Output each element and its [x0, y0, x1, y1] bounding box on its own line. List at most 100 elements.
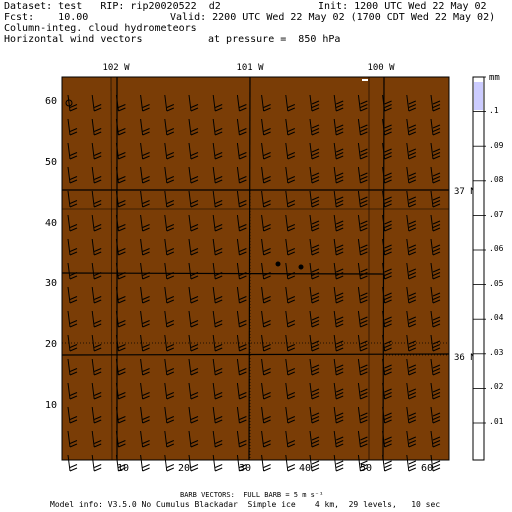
barb-shaft — [430, 166, 434, 184]
barb-shaft — [212, 142, 216, 160]
barb-flag — [190, 368, 199, 372]
barb-flag — [263, 395, 271, 400]
barb-flag — [384, 316, 392, 321]
barb-flag — [384, 251, 392, 256]
barb-flag — [263, 227, 271, 232]
barb-shaft — [212, 262, 216, 280]
field-title: Column-integ. cloud hydrometeors — [4, 23, 197, 34]
wind-barb — [212, 214, 223, 232]
x-tick-label: 40 — [299, 463, 311, 474]
barb-flag — [311, 104, 320, 108]
barb-shaft — [188, 190, 192, 208]
barb-flag — [408, 100, 416, 105]
barb-flag — [360, 320, 368, 324]
barb-shaft — [67, 262, 71, 280]
barb-flag — [142, 107, 150, 112]
wind-barb — [140, 214, 150, 232]
barb-flag — [408, 388, 416, 393]
barb-shaft — [164, 286, 168, 304]
barb-flag — [360, 443, 368, 448]
barb-flag — [118, 179, 126, 184]
barb-flag — [94, 155, 102, 160]
pressure-label: at pressure = 850 hPa — [208, 34, 341, 45]
barb-shaft — [212, 358, 216, 376]
wind-barb — [357, 118, 368, 136]
barb-flag — [384, 299, 392, 304]
barb-flag — [311, 131, 320, 136]
barb-shaft — [333, 262, 337, 280]
barb-flag — [408, 248, 416, 252]
barb-flag — [336, 440, 344, 444]
model-info: Model info: V3.5.0 No Cumulus Blackadar … — [50, 500, 441, 509]
barb-shaft — [188, 262, 192, 280]
barb-flag — [263, 344, 271, 348]
barb-shaft — [67, 286, 71, 304]
barb-shaft — [91, 454, 95, 472]
barb-flag — [239, 368, 247, 372]
barb-flag — [142, 275, 150, 280]
barb-shaft — [309, 238, 313, 256]
barb-flag — [360, 299, 368, 304]
barb-flag — [311, 323, 320, 328]
barb-flag — [166, 344, 174, 348]
barb-flag — [384, 172, 392, 177]
barb-flag — [432, 364, 441, 369]
barb-flag — [239, 323, 247, 328]
barb-shaft — [67, 406, 71, 424]
barb-flag — [94, 440, 102, 444]
barb-flag — [239, 443, 247, 448]
barb-flag — [142, 203, 150, 208]
barb-flag — [94, 179, 102, 184]
barb-flag — [239, 275, 247, 280]
barb-shaft — [406, 454, 410, 472]
barb-shaft — [406, 286, 410, 304]
wind-barb — [67, 406, 78, 424]
barb-flag — [432, 244, 441, 249]
barb-flag — [142, 368, 150, 372]
barb-shaft — [164, 238, 168, 256]
barb-flag — [190, 251, 199, 256]
barb-shaft — [140, 310, 144, 328]
barb-shaft — [140, 334, 144, 352]
barb-flag — [311, 124, 320, 129]
barb-flag — [166, 323, 174, 328]
barb-flag — [166, 128, 174, 132]
barb-flag — [360, 248, 368, 252]
barb-flag — [336, 419, 344, 424]
barb-shaft — [140, 406, 144, 424]
wind-barb — [333, 166, 344, 184]
wind-barb — [430, 334, 441, 352]
barb-flag — [408, 128, 416, 132]
wind-barb — [164, 382, 174, 400]
wind-barb — [67, 214, 78, 232]
barb-shaft — [188, 334, 192, 352]
barb-shaft — [406, 166, 410, 184]
wind-barb — [91, 430, 102, 448]
barb-flag — [118, 419, 126, 424]
wind-barb — [91, 166, 102, 184]
barb-flag — [142, 299, 150, 304]
barb-flag — [287, 179, 295, 184]
barb-flag — [384, 323, 392, 328]
barb-flag — [311, 248, 320, 252]
barb-flag — [408, 347, 416, 352]
barb-flag — [311, 292, 320, 297]
wind-barb — [212, 382, 223, 400]
barb-flag — [432, 124, 441, 129]
barb-shaft — [309, 262, 313, 280]
barb-flag — [336, 148, 344, 153]
barb-flag — [408, 275, 416, 280]
barb-shaft — [140, 358, 144, 376]
wind-barb — [236, 190, 247, 208]
wind-barb — [67, 94, 78, 112]
barb-flag — [432, 179, 441, 184]
barb-flag — [94, 104, 102, 108]
wind-barb — [140, 286, 150, 304]
barb-flag — [408, 152, 416, 156]
wind-barb — [261, 430, 271, 448]
barb-flag — [384, 176, 392, 180]
barb-shaft — [236, 190, 240, 208]
barb-shaft — [430, 454, 434, 472]
barb-flag — [360, 268, 368, 273]
